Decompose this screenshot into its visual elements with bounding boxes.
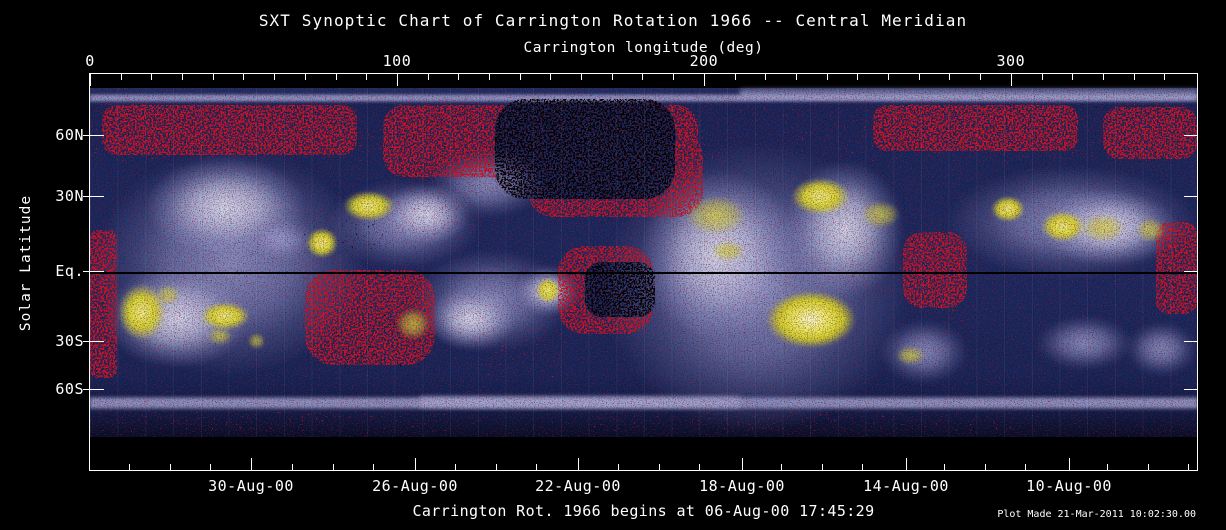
bottom-axis-major-tick — [906, 458, 907, 470]
left-axis-tick-label: Eq. — [55, 262, 84, 280]
top-axis-major-tick — [703, 74, 705, 86]
left-axis-tick-label: 60S — [55, 380, 84, 398]
top-axis-minor-tick — [182, 74, 184, 80]
top-axis-minor-tick — [304, 74, 306, 80]
top-axis-minor-tick — [1133, 74, 1135, 80]
left-axis-tick — [83, 341, 104, 342]
right-axis-tick — [1184, 389, 1198, 390]
bottom-axis-minor-tick — [943, 464, 945, 470]
top-axis-minor-tick — [519, 74, 521, 80]
bottom-axis-minor-tick — [291, 464, 293, 470]
top-axis-tick-label: 100 — [382, 52, 412, 70]
bottom-axis-minor-tick — [984, 464, 986, 470]
bottom-axis-minor-tick — [373, 464, 375, 470]
bottom-axis-minor-tick — [1025, 464, 1027, 470]
caption: Carrington Rot. 1966 begins at 06-Aug-00… — [412, 502, 875, 520]
bottom-axis-minor-tick — [658, 464, 660, 470]
top-axis-major-tick — [396, 74, 398, 86]
left-axis-tick-label: 30N — [55, 187, 84, 205]
top-axis-minor-tick — [826, 74, 828, 80]
left-axis-tick — [83, 271, 104, 272]
bottom-axis-minor-tick — [210, 464, 212, 470]
top-axis-minor-tick — [888, 74, 890, 80]
top-axis-minor-tick — [274, 74, 276, 80]
bottom-axis-minor-tick — [862, 464, 864, 470]
top-axis-minor-tick — [366, 74, 368, 80]
swath-seam-lines — [90, 88, 1197, 437]
top-axis-tick-label: 300 — [996, 52, 1026, 70]
bottom-axis-minor-tick — [1147, 464, 1149, 470]
left-axis-label: Solar Latitude — [18, 194, 34, 332]
top-axis-tick-label: 200 — [689, 52, 719, 70]
bottom-axis-minor-tick — [699, 464, 701, 470]
top-axis-minor-tick — [1072, 74, 1074, 80]
bottom-axis-tick-label: 30-Aug-00 — [208, 477, 294, 495]
top-axis-major-tick — [90, 74, 91, 86]
bottom-axis-tick-label: 14-Aug-00 — [863, 477, 949, 495]
top-axis-minor-tick — [980, 74, 982, 80]
left-axis-tick — [83, 389, 104, 390]
bottom-axis-tick-label: 10-Aug-00 — [1026, 477, 1112, 495]
top-axis-minor-tick — [918, 74, 920, 80]
bottom-axis-major-tick — [578, 458, 579, 470]
left-axis-tick — [83, 135, 104, 136]
top-axis-minor-tick — [1164, 74, 1166, 80]
bottom-axis-major-tick — [742, 458, 743, 470]
top-axis-label: Carrington longitude (deg) — [523, 40, 764, 56]
top-axis-minor-tick — [335, 74, 337, 80]
top-axis-minor-tick — [765, 74, 767, 80]
top-axis-minor-tick — [642, 74, 644, 80]
left-axis-tick — [83, 196, 104, 197]
top-axis-minor-tick — [427, 74, 429, 80]
top-axis-minor-tick — [489, 74, 491, 80]
bottom-axis-minor-tick — [454, 464, 456, 470]
top-axis-minor-tick — [734, 74, 736, 80]
equator-line — [90, 272, 1197, 274]
top-axis-minor-tick — [857, 74, 859, 80]
bottom-axis-major-tick — [1069, 458, 1070, 470]
bottom-axis-minor-tick — [495, 464, 497, 470]
right-axis-tick — [1184, 196, 1198, 197]
bottom-axis-minor-tick — [536, 464, 538, 470]
bottom-axis-minor-tick — [821, 464, 823, 470]
top-axis-minor-tick — [550, 74, 552, 80]
bottom-axis-tick-label: 22-Aug-00 — [535, 477, 621, 495]
left-axis-tick-label: 60N — [55, 126, 84, 144]
right-axis-tick — [1184, 341, 1198, 342]
bottom-axis-major-tick — [415, 458, 416, 470]
top-axis-minor-tick — [458, 74, 460, 80]
top-axis-minor-tick — [212, 74, 214, 80]
bottom-axis-minor-tick — [128, 464, 130, 470]
bottom-axis-tick-label: 26-Aug-00 — [372, 477, 458, 495]
top-axis-minor-tick — [1102, 74, 1104, 80]
bottom-axis-minor-tick — [780, 464, 782, 470]
plot-timestamp: Plot Made 21-Mar-2011 10:02:30.00 — [997, 509, 1196, 520]
top-axis-tick-label: 0 — [85, 52, 95, 70]
top-axis-minor-tick — [151, 74, 153, 80]
right-axis-tick — [1184, 271, 1198, 272]
bottom-axis-minor-tick — [617, 464, 619, 470]
top-axis-minor-tick — [243, 74, 245, 80]
top-axis-minor-tick — [581, 74, 583, 80]
bottom-axis-minor-tick — [169, 464, 171, 470]
bottom-axis-tick-label: 18-Aug-00 — [699, 477, 785, 495]
bottom-axis-minor-tick — [332, 464, 334, 470]
top-axis-minor-tick — [120, 74, 122, 80]
dark-noise-rect — [90, 88, 1197, 437]
top-axis-minor-tick — [611, 74, 613, 80]
top-axis-minor-tick — [673, 74, 675, 80]
left-axis-tick-label: 30S — [55, 332, 84, 350]
top-axis-minor-tick — [949, 74, 951, 80]
top-axis-minor-tick — [1041, 74, 1043, 80]
dark-noise-overlay — [90, 88, 1197, 437]
chart-title: SXT Synoptic Chart of Carrington Rotatio… — [258, 11, 968, 30]
top-axis-minor-tick — [795, 74, 797, 80]
bottom-axis-minor-tick — [1188, 464, 1190, 470]
bottom-axis-major-tick — [251, 458, 252, 470]
right-axis-tick — [1184, 135, 1198, 136]
bottom-axis-minor-tick — [1106, 464, 1108, 470]
plot-box — [89, 73, 1198, 471]
top-axis-major-tick — [1010, 74, 1012, 86]
